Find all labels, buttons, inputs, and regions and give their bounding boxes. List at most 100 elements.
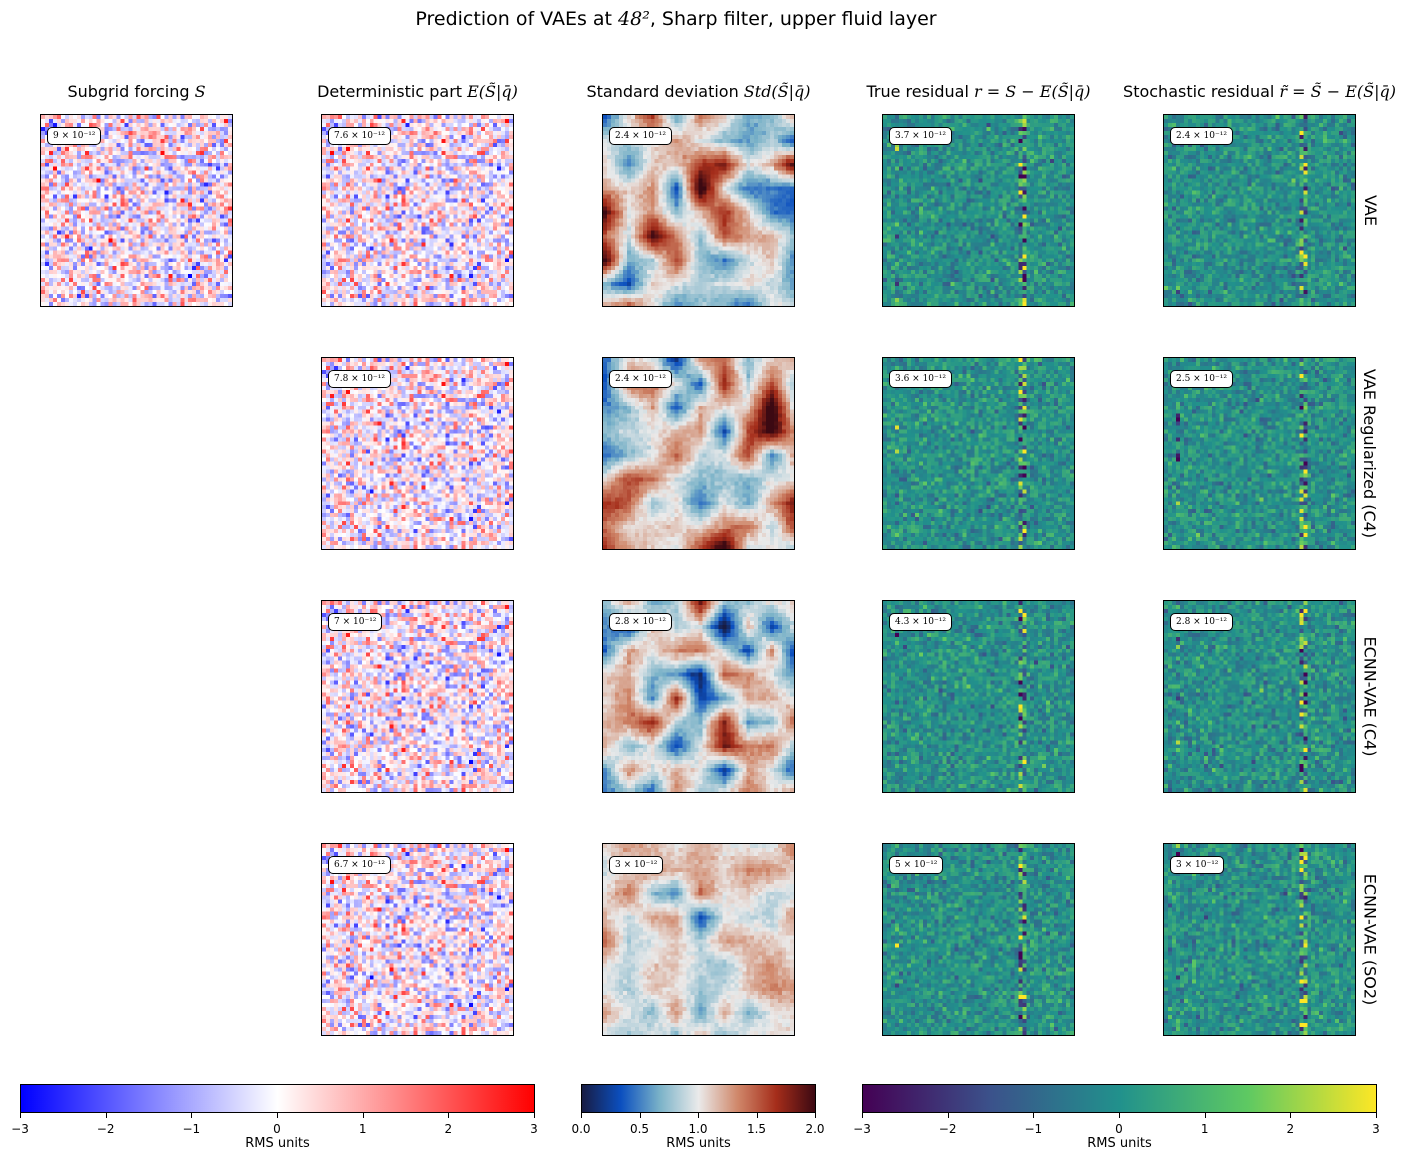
column-title-3: Standard deviation Std(S̃|q̄) bbox=[554, 82, 844, 101]
colorbar-tick bbox=[448, 1113, 450, 1118]
colorbar-tick bbox=[815, 1113, 816, 1118]
heatmap-panel-r2-c2: 7.8 × 10⁻¹² bbox=[321, 357, 514, 550]
heatmap-image bbox=[883, 115, 1074, 306]
colorbar-tick-label: 0.5 bbox=[620, 1122, 660, 1136]
rms-badge: 3 × 10⁻¹² bbox=[1170, 856, 1225, 874]
heatmap-panel-r3-c3: 2.8 × 10⁻¹² bbox=[602, 600, 795, 793]
colorbar-tick bbox=[862, 1113, 863, 1118]
colorbar-tick-label: 0 bbox=[257, 1122, 297, 1136]
heatmap-panel-r1-c5: 2.4 × 10⁻¹² bbox=[1163, 114, 1356, 307]
heatmap-panel-r2-c5: 2.5 × 10⁻¹² bbox=[1163, 357, 1356, 550]
heatmap-panel-r1-c3: 2.4 × 10⁻¹² bbox=[602, 114, 795, 307]
heatmap-image bbox=[41, 115, 232, 306]
colorbar-tick bbox=[639, 1113, 641, 1118]
rms-badge: 6.7 × 10⁻¹² bbox=[328, 856, 391, 874]
rms-badge: 4.3 × 10⁻¹² bbox=[889, 613, 952, 631]
title-math: 48² bbox=[618, 8, 650, 30]
colorbar-tick-label: −2 bbox=[928, 1122, 968, 1136]
rms-badge: 3.7 × 10⁻¹² bbox=[889, 127, 952, 145]
title-prefix: Prediction of VAEs at bbox=[415, 8, 618, 30]
colorbar-label: RMS units bbox=[218, 1136, 338, 1151]
column-title-text: Subgrid forcing bbox=[67, 82, 194, 101]
row-label-2: VAE Regularized (C4) bbox=[1350, 357, 1390, 550]
column-title-2: Deterministic part E(S̃|q̄) bbox=[273, 82, 563, 101]
colorbar-tick bbox=[20, 1113, 21, 1118]
colorbar-tick-label: 1.5 bbox=[737, 1122, 777, 1136]
colorbar-tick-label: 1.0 bbox=[678, 1122, 718, 1136]
rms-badge: 2.8 × 10⁻¹² bbox=[1170, 613, 1233, 631]
heatmap-panel-r1-c1: 9 × 10⁻¹² bbox=[40, 114, 233, 307]
rms-badge: 7.8 × 10⁻¹² bbox=[328, 370, 391, 388]
colorbar-tick-label: −3 bbox=[842, 1122, 882, 1136]
colorbar-label: RMS units bbox=[1060, 1136, 1180, 1151]
colorbar-tick bbox=[947, 1113, 949, 1118]
colorbar-tick-label: 3 bbox=[514, 1122, 554, 1136]
colorbar-tick-label: 2 bbox=[1270, 1122, 1310, 1136]
colorbar-tick bbox=[534, 1113, 535, 1118]
rms-badge: 7.6 × 10⁻¹² bbox=[328, 127, 391, 145]
colorbar-tick bbox=[1119, 1113, 1120, 1118]
colorbar-tick bbox=[698, 1113, 699, 1118]
heatmap-panel-r4-c5: 3 × 10⁻¹² bbox=[1163, 843, 1356, 1036]
column-title-4: True residual r = S − E(S̃|q̄) bbox=[834, 82, 1124, 101]
heatmap-panel-r1-c2: 7.6 × 10⁻¹² bbox=[321, 114, 514, 307]
heatmap-panel-r3-c5: 2.8 × 10⁻¹² bbox=[1163, 600, 1356, 793]
rms-badge: 3 × 10⁻¹² bbox=[609, 856, 664, 874]
heatmap-panel-r4-c2: 6.7 × 10⁻¹² bbox=[321, 843, 514, 1036]
row-label-1: VAE bbox=[1350, 114, 1390, 307]
heatmap-panel-r3-c4: 4.3 × 10⁻¹² bbox=[882, 600, 1075, 793]
heatmap-image bbox=[322, 358, 513, 549]
colorbar-tick bbox=[191, 1113, 193, 1118]
heatmap-image bbox=[603, 358, 794, 549]
colorbar-tick-label: 1 bbox=[1185, 1122, 1225, 1136]
rms-badge: 2.8 × 10⁻¹² bbox=[609, 613, 672, 631]
rms-badge: 2.4 × 10⁻¹² bbox=[1170, 127, 1233, 145]
rms-badge: 7 × 10⁻¹² bbox=[328, 613, 383, 631]
row-label-3: ECNN-VAE (C4) bbox=[1350, 600, 1390, 793]
colorbar-tick-label: 1 bbox=[343, 1122, 383, 1136]
heatmap-image bbox=[322, 115, 513, 306]
colorbar-tick bbox=[277, 1113, 278, 1118]
colorbar-1 bbox=[20, 1084, 535, 1113]
colorbar-tick-label: −1 bbox=[171, 1122, 211, 1136]
column-title-text: Stochastic residual bbox=[1123, 82, 1279, 101]
row-label-4: ECNN-VAE (SO2) bbox=[1350, 843, 1390, 1036]
colorbar-tick-label: 0 bbox=[1099, 1122, 1139, 1136]
heatmap-image bbox=[883, 601, 1074, 792]
rms-badge: 3.6 × 10⁻¹² bbox=[889, 370, 952, 388]
column-title-1: Subgrid forcing S bbox=[0, 82, 282, 101]
colorbar-tick-label: −1 bbox=[1013, 1122, 1053, 1136]
column-title-math: r = S − E(S̃|q̄) bbox=[974, 82, 1091, 101]
heatmap-panel-r3-c2: 7 × 10⁻¹² bbox=[321, 600, 514, 793]
rms-badge: 9 × 10⁻¹² bbox=[47, 127, 102, 145]
column-title-text: True residual bbox=[866, 82, 974, 101]
title-suffix: , Sharp filter, upper fluid layer bbox=[650, 8, 937, 30]
colorbar-tick bbox=[756, 1113, 758, 1118]
heatmap-image bbox=[1164, 358, 1355, 549]
row-label-text: VAE bbox=[1360, 195, 1379, 226]
colorbar-tick-label: 2 bbox=[428, 1122, 468, 1136]
rms-badge: 2.4 × 10⁻¹² bbox=[609, 370, 672, 388]
column-title-math: r̃ = S̃ − E(S̃|q̄) bbox=[1279, 82, 1396, 101]
row-label-text: VAE Regularized (C4) bbox=[1361, 369, 1380, 538]
heatmap-image bbox=[603, 844, 794, 1035]
row-label-text: ECNN-VAE (SO2) bbox=[1361, 874, 1380, 1006]
heatmap-panel-r2-c4: 3.6 × 10⁻¹² bbox=[882, 357, 1075, 550]
figure-title: Prediction of VAEs at 48², Sharp filter,… bbox=[0, 8, 1352, 30]
colorbar-tick bbox=[581, 1113, 582, 1118]
colorbar-tick-label: −2 bbox=[86, 1122, 126, 1136]
heatmap-panel-r4-c3: 3 × 10⁻¹² bbox=[602, 843, 795, 1036]
column-title-text: Deterministic part bbox=[317, 82, 467, 101]
colorbar-tick-label: 0.0 bbox=[561, 1122, 601, 1136]
colorbar-tick bbox=[105, 1113, 107, 1118]
colorbar-2 bbox=[581, 1084, 816, 1113]
heatmap-image bbox=[1164, 115, 1355, 306]
colorbar-tick bbox=[1376, 1113, 1377, 1118]
colorbar-tick bbox=[1204, 1113, 1206, 1118]
colorbar-tick-label: −3 bbox=[0, 1122, 40, 1136]
rms-badge: 2.5 × 10⁻¹² bbox=[1170, 370, 1233, 388]
colorbar-tick bbox=[1290, 1113, 1292, 1118]
column-title-text: Standard deviation bbox=[586, 82, 743, 101]
rms-badge: 5 × 10⁻¹² bbox=[889, 856, 944, 874]
colorbar-tick-label: 3 bbox=[1356, 1122, 1396, 1136]
